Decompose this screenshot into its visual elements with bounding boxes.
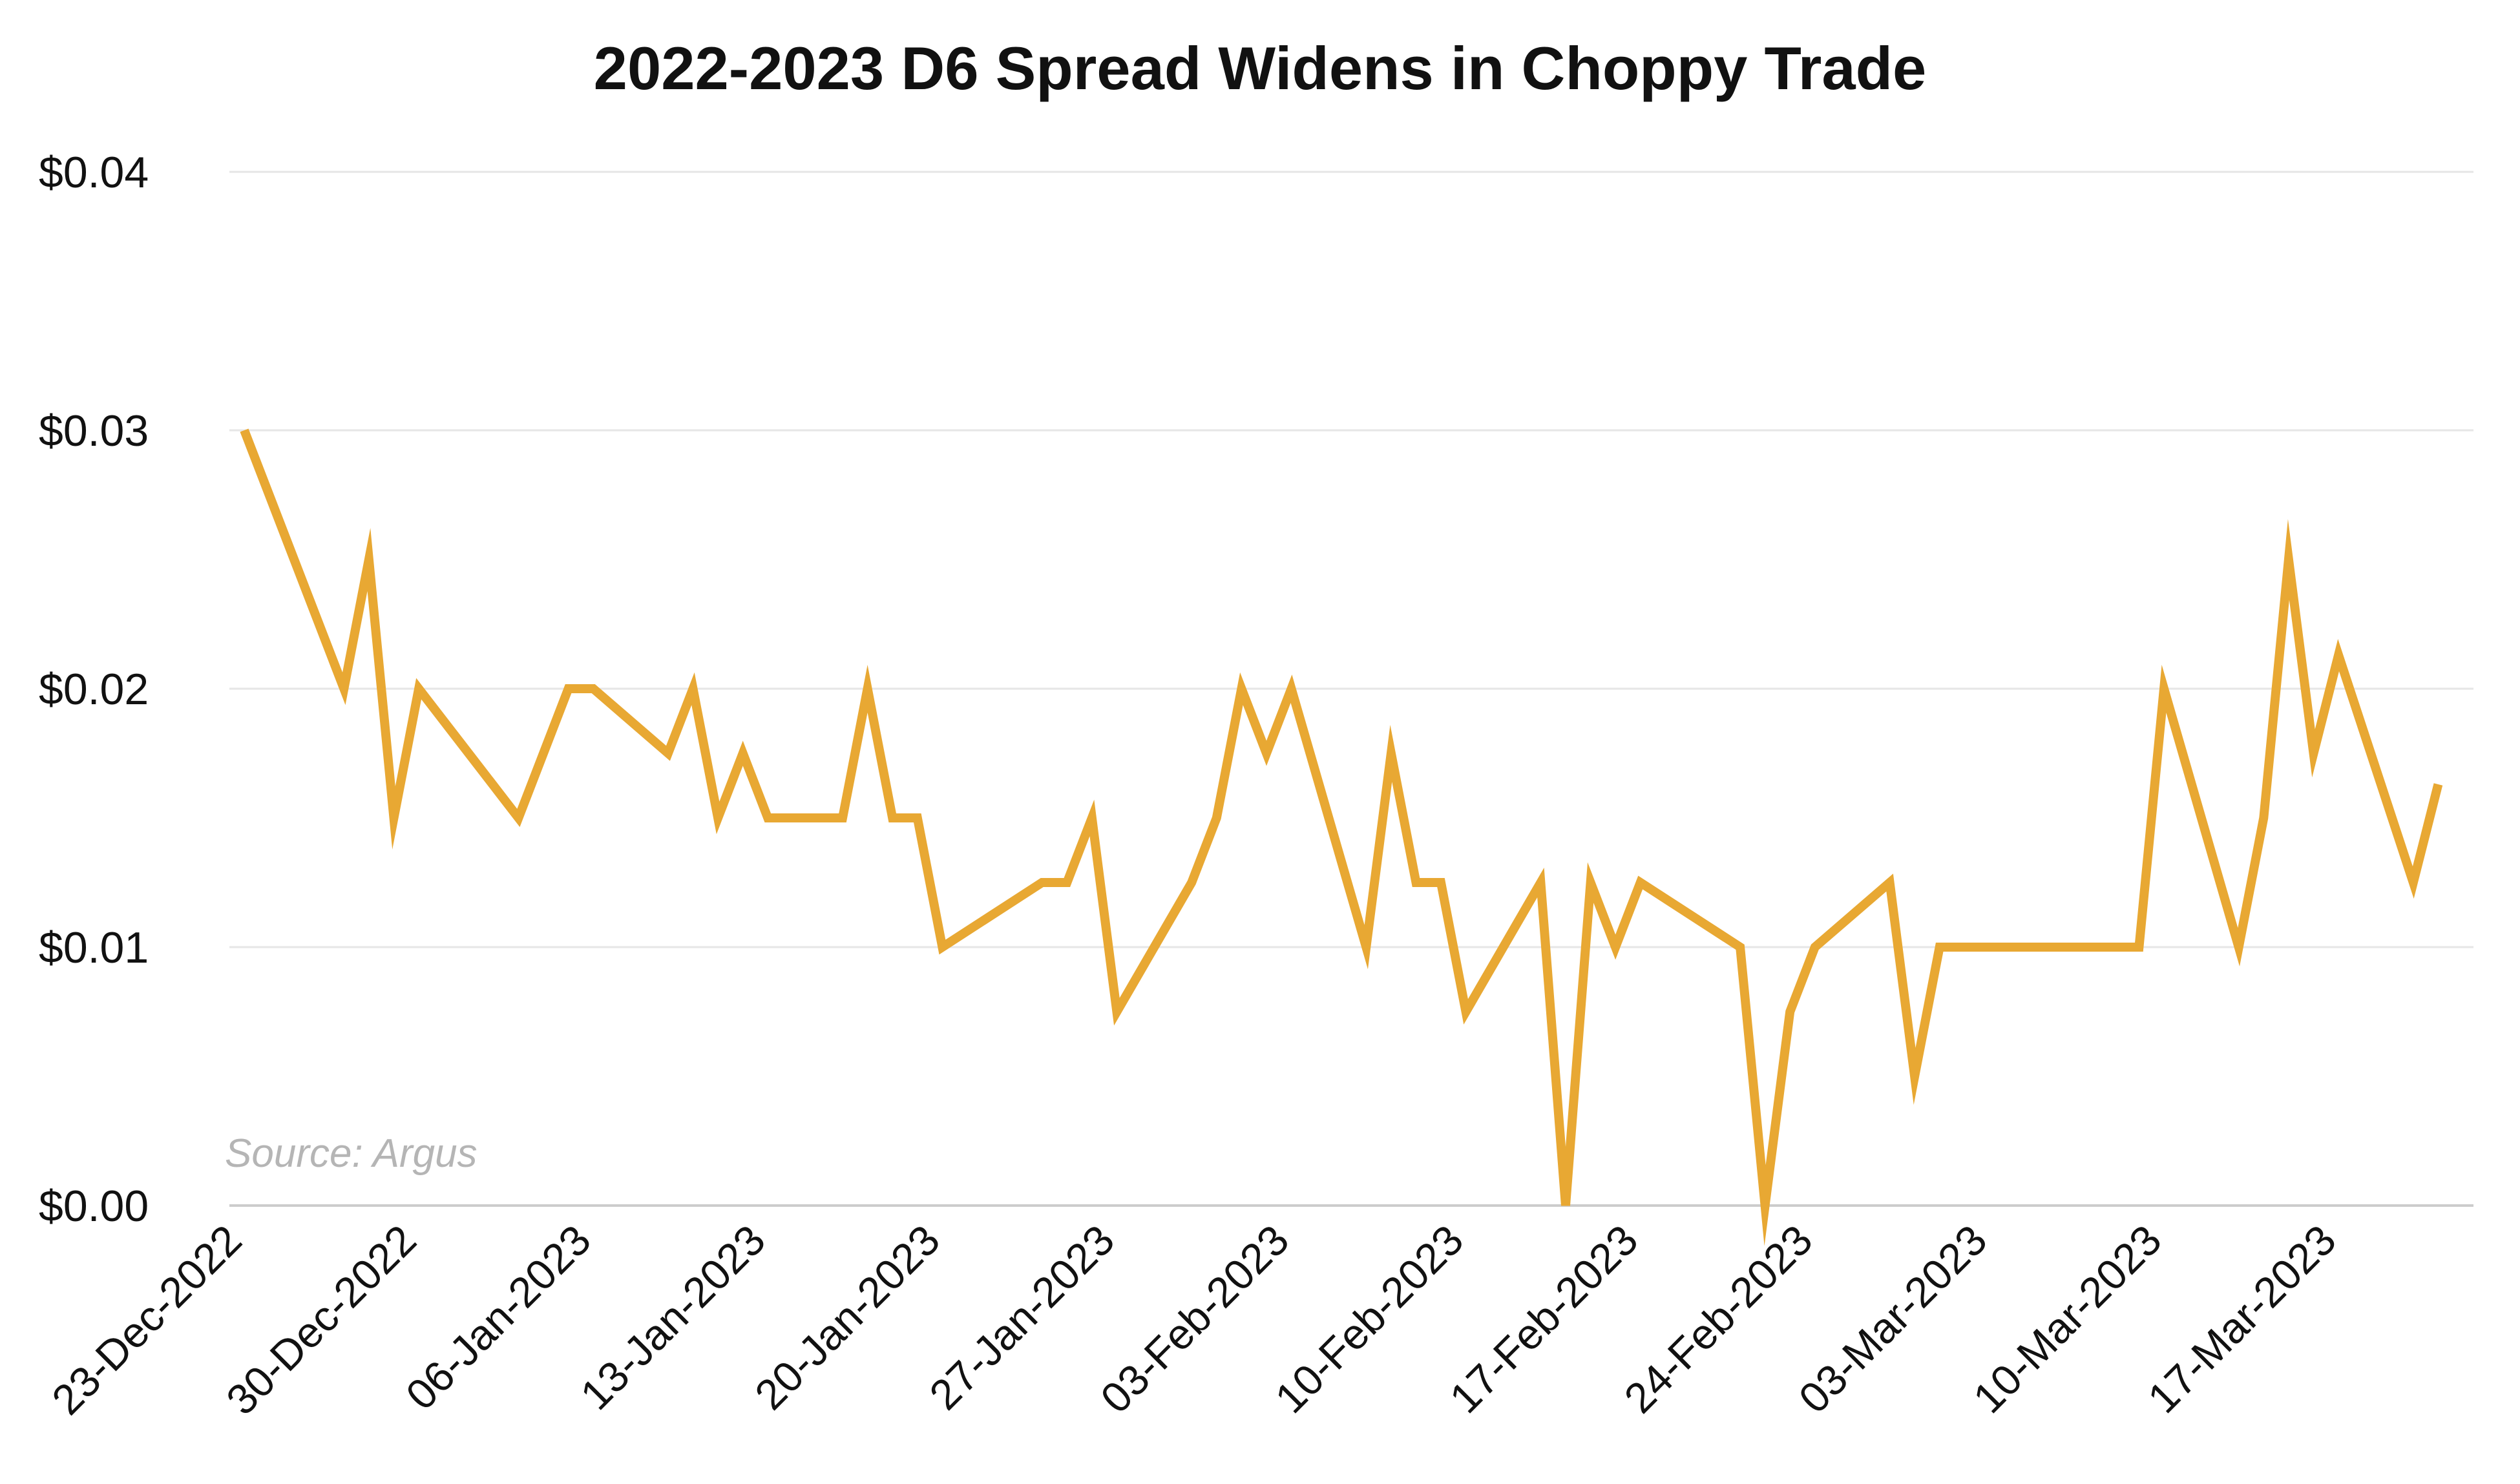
data-point <box>913 813 922 822</box>
data-point <box>2159 684 2168 693</box>
x-tick-label: 03-Feb-2023 <box>1091 1216 1298 1423</box>
data-point <box>390 813 399 822</box>
data-point <box>2284 555 2293 564</box>
data-point <box>2259 813 2268 822</box>
data-point <box>713 813 722 822</box>
source-note: Source: Argus <box>225 1131 478 1176</box>
data-point <box>1960 943 1969 952</box>
data-point <box>1785 1007 1794 1016</box>
data-point <box>2134 943 2143 952</box>
x-tick-label: 24-Feb-2023 <box>1615 1216 1822 1423</box>
data-point <box>564 684 573 693</box>
data-point <box>1586 878 1595 887</box>
x-tick-label: 17-Feb-2023 <box>1440 1216 1647 1423</box>
data-point <box>1212 813 1221 822</box>
data-point <box>1187 878 1196 887</box>
x-tick-label: 20-Jan-2023 <box>746 1216 949 1419</box>
data-point <box>1412 878 1421 887</box>
data-point <box>1935 943 1944 952</box>
data-point <box>2409 878 2418 887</box>
data-point <box>1287 684 1296 693</box>
data-point <box>838 813 847 822</box>
x-tick-label: 17-Mar-2023 <box>2138 1216 2345 1423</box>
data-point <box>1561 1201 1570 1210</box>
data-point <box>1087 813 1097 822</box>
data-point <box>589 684 598 693</box>
data-point <box>739 749 748 758</box>
data-point <box>1910 1072 1919 1081</box>
data-point <box>240 426 249 435</box>
y-tick-label: $0.00 <box>39 1182 149 1231</box>
data-point <box>664 749 673 758</box>
y-tick-label: $0.03 <box>39 406 149 455</box>
data-point <box>1262 749 1271 758</box>
data-point <box>938 943 947 952</box>
chart-title: 2022-2023 D6 Spread Widens in Choppy Tra… <box>593 34 1927 102</box>
data-point <box>364 555 373 564</box>
x-tick-label: 06-Jan-2023 <box>397 1216 600 1419</box>
data-point <box>1811 943 1820 952</box>
data-point <box>1038 878 1047 887</box>
data-point <box>1736 943 1745 952</box>
data-point <box>888 813 897 822</box>
data-point <box>514 813 523 822</box>
data-point <box>1436 878 1445 887</box>
y-tick-label: $0.02 <box>39 665 149 714</box>
y-tick-label: $0.01 <box>39 923 149 972</box>
series-line <box>240 428 2443 1246</box>
data-point <box>1361 943 1370 952</box>
data-point <box>863 684 872 693</box>
data-point <box>1885 878 1895 887</box>
data-point <box>1062 878 1071 887</box>
x-tick-label: 13-Jan-2023 <box>571 1216 774 1419</box>
data-point <box>339 684 348 693</box>
y-tick-label: $0.04 <box>39 148 149 197</box>
x-tick-label: 10-Mar-2023 <box>1964 1216 2170 1423</box>
data-point <box>1387 749 1396 758</box>
x-tick-label: 03-Mar-2023 <box>1789 1216 1996 1423</box>
data-point <box>1462 1007 1471 1016</box>
data-point <box>763 813 772 822</box>
data-point <box>1536 878 1545 887</box>
data-point <box>1985 943 1994 952</box>
data-point <box>1237 684 1246 693</box>
data-point <box>2334 651 2343 660</box>
x-tick-label: 30-Dec-2022 <box>217 1216 425 1424</box>
x-tick-label: 10-Feb-2023 <box>1266 1216 1473 1423</box>
data-point <box>2234 943 2243 952</box>
data-point <box>1636 878 1645 887</box>
data-point <box>1112 1007 1121 1016</box>
data-point <box>2433 780 2442 789</box>
data-point <box>1761 1201 1770 1210</box>
data-point <box>2309 749 2318 758</box>
data-point <box>414 684 423 693</box>
data-point <box>1611 943 1620 952</box>
data-point <box>689 684 698 693</box>
